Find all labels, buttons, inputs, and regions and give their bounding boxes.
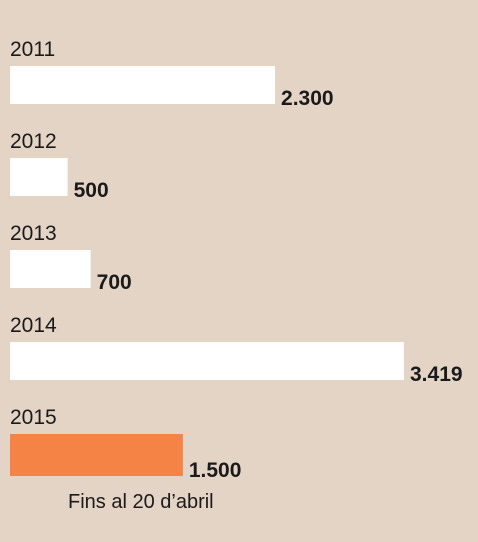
value-label: 700: [97, 271, 132, 294]
category-label: 2012: [10, 130, 57, 153]
category-label: 2015: [10, 406, 57, 429]
category-label: 2011: [10, 38, 55, 61]
value-label: 2.300: [281, 87, 334, 110]
category-label: 2013: [10, 222, 57, 245]
bar: [10, 342, 404, 380]
value-label: 1.500: [189, 459, 242, 482]
value-label: 3.419: [410, 363, 463, 386]
bar: [10, 434, 183, 476]
bar: [10, 158, 68, 196]
value-label: 500: [74, 179, 109, 202]
bar: [10, 66, 276, 104]
category-label: 2014: [10, 314, 57, 337]
annotation: Fins al 20 d’abril: [68, 491, 214, 513]
bar: [10, 250, 91, 288]
